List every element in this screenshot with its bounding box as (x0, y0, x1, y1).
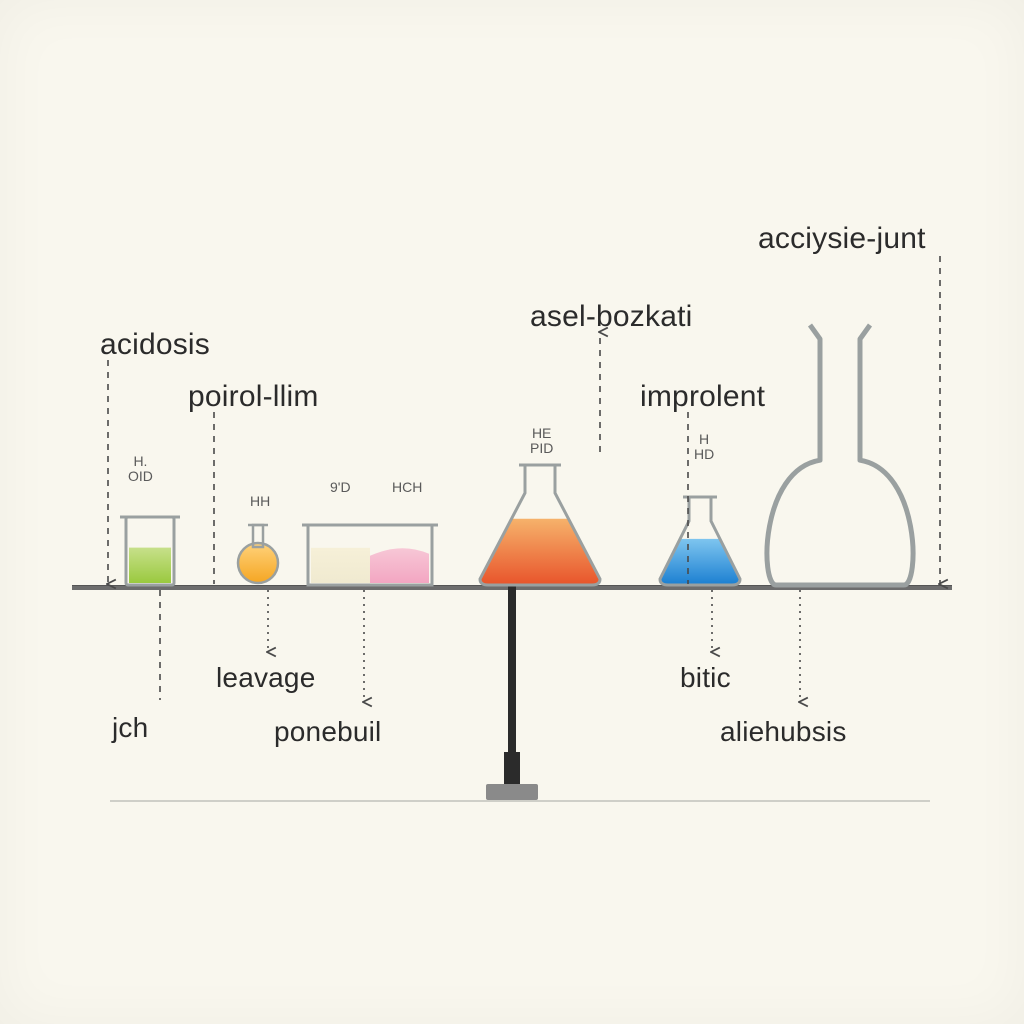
label-bottom-1: leavage (216, 662, 315, 694)
tray-pink-tag-left: 9'D (330, 480, 351, 495)
label-top-4: acciysie-junt (758, 222, 926, 256)
diagram-canvas (0, 0, 1024, 1024)
erlenmeyer-orange-tag: HEPID (530, 426, 553, 457)
label-bottom-2: ponebuil (274, 716, 381, 748)
stand-pole (508, 585, 516, 760)
label-top-2: asel-bozkati (530, 300, 692, 334)
florence-outline (767, 325, 913, 585)
label-bottom-4: aliehubsis (720, 716, 847, 748)
round-flask-orange (238, 543, 278, 583)
label-top-3: improlent (640, 380, 765, 414)
label-bottom-0: jch (112, 712, 148, 744)
tray-pink-tag-right: HCH (392, 480, 422, 495)
erlenmeyer-blue-tag: HHD (694, 432, 714, 463)
round-flask-orange-tag: HH (250, 494, 270, 509)
label-top-0: acidosis (100, 328, 210, 362)
label-top-1: poirol-llim (188, 380, 319, 414)
beaker-green-tag: H.OID (128, 454, 153, 485)
label-bottom-3: bitic (680, 662, 731, 694)
